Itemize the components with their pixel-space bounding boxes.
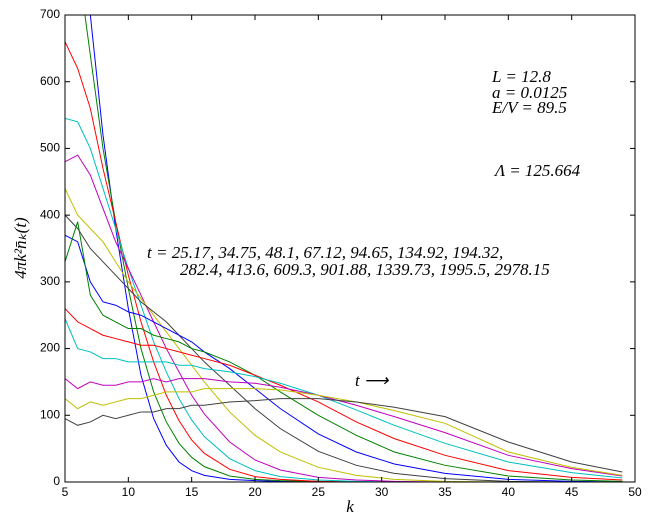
y-tick-label: 700: [40, 7, 60, 21]
annotation: t ⟶: [355, 371, 389, 390]
y-tick-label: 0: [53, 474, 60, 488]
x-tick-label: 45: [565, 485, 579, 499]
data-line: [65, 318, 623, 479]
data-line: [65, 154, 623, 482]
data-line: [65, 308, 623, 481]
x-tick-label: 50: [628, 485, 642, 499]
data-line: [65, 188, 623, 482]
axes-box: [64, 14, 636, 483]
annotation: Λ = 125.664: [493, 161, 581, 180]
data-line: [65, 398, 623, 473]
data-line: [65, 234, 623, 482]
data-line: [65, 117, 623, 482]
y-tick-label: 200: [40, 341, 60, 355]
data-line: [65, 41, 623, 482]
annotation: E/V = 89.5: [491, 98, 567, 117]
x-tick-label: 40: [502, 485, 516, 499]
y-tick-label: 300: [40, 274, 60, 288]
data-line: [65, 214, 623, 482]
annotation: 282.4, 413.6, 609.3, 901.88, 1339.73, 19…: [180, 260, 550, 279]
plot-lines: [65, 15, 623, 482]
data-line: [65, 378, 623, 477]
x-tick-label: 25: [312, 485, 326, 499]
y-tick-label: 400: [40, 207, 60, 221]
x-tick-label: 10: [122, 485, 136, 499]
y-tick-label: 600: [40, 74, 60, 88]
x-tick-label: 30: [375, 485, 389, 499]
annotation: t = 25.17, 34.75, 48.1, 67.12, 94.65, 13…: [147, 243, 503, 262]
annotation: a = 0.0125: [492, 83, 567, 102]
data-line: [65, 388, 623, 476]
x-tick-label: 15: [185, 485, 199, 499]
annotation: L = 12.8: [491, 67, 551, 86]
x-tick-label: 5: [62, 485, 69, 499]
data-line: [84, 15, 623, 482]
data-line: [89, 15, 623, 482]
y-tick-label: 500: [40, 141, 60, 155]
x-axis-label: k: [346, 497, 354, 516]
y-axis-label: 4πk²n̄ₖ(t): [11, 217, 30, 279]
y-tick-label: 100: [40, 407, 60, 421]
x-tick-label: 20: [248, 485, 262, 499]
data-line: [65, 221, 623, 482]
x-tick-label: 35: [438, 485, 452, 499]
